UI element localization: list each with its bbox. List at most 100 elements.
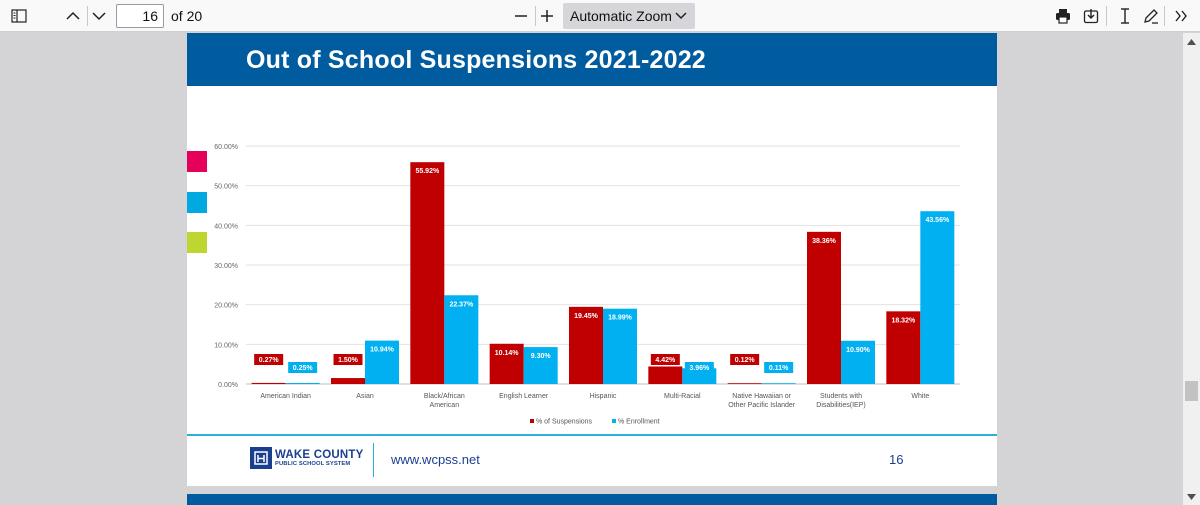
bar-suspensions xyxy=(331,378,365,384)
y-tick-label: 0.00% xyxy=(218,382,238,389)
document-viewer[interactable]: Out of School Suspensions 2021-2022 0.00… xyxy=(0,33,1200,505)
bar-suspensions xyxy=(807,231,841,384)
data-label: 1.50% xyxy=(338,357,359,364)
slide-page: Out of School Suspensions 2021-2022 0.00… xyxy=(187,33,997,486)
bar-suspensions xyxy=(648,366,683,384)
data-label: 43.56% xyxy=(925,217,950,224)
print-button[interactable] xyxy=(1050,4,1076,28)
x-category-label: American xyxy=(430,402,460,409)
legend-swatch xyxy=(612,419,616,423)
zoom-select[interactable]: Automatic Zoom xyxy=(563,3,695,29)
x-category-label: White xyxy=(911,393,929,400)
data-label: 18.32% xyxy=(891,317,916,324)
sidebar-toggle-icon[interactable] xyxy=(6,4,32,28)
next-slide-preview xyxy=(187,494,997,505)
legend-swatch xyxy=(530,419,534,423)
save-button[interactable] xyxy=(1078,4,1104,28)
footer-rule xyxy=(187,434,997,436)
toolbar-separator xyxy=(1106,6,1107,26)
toolbar-separator xyxy=(87,6,88,26)
zoom-in-button[interactable] xyxy=(534,4,560,28)
data-label: 0.25% xyxy=(293,365,314,372)
plus-icon xyxy=(540,9,554,23)
data-label-box xyxy=(333,354,363,365)
slide-title: Out of School Suspensions 2021-2022 xyxy=(246,46,706,74)
data-label: 10.14% xyxy=(495,350,520,357)
chevron-down-icon xyxy=(675,3,687,37)
y-tick-label: 20.00% xyxy=(214,303,238,310)
logo-line2: PUBLIC SCHOOL SYSTEM xyxy=(275,460,351,467)
data-label: 0.12% xyxy=(735,357,756,364)
data-label: 9.30% xyxy=(531,353,552,360)
suspensions-bar-chart: 0.00% 10.00% 20.00% 30.00% 40.00% 50.00% 60.00… xyxy=(214,144,960,426)
tools-menu-button[interactable] xyxy=(1168,4,1194,28)
y-tick-label: 50.00% xyxy=(214,184,238,191)
x-category-label: Native Hawaiian or xyxy=(732,393,791,400)
pen-icon xyxy=(1143,8,1159,24)
x-category-label: Disabilities(IEP) xyxy=(816,402,865,409)
page-number-input[interactable]: 16 xyxy=(116,4,164,28)
color-swatch xyxy=(187,151,207,172)
bar-suspensions xyxy=(727,383,762,384)
bar-suspensions xyxy=(489,343,524,384)
zoom-out-button[interactable] xyxy=(508,4,534,28)
wcpss-logo: WAKE COUNTY PUBLIC SCHOOL SYSTEM xyxy=(250,447,363,469)
x-category-label: Multi-Racial xyxy=(664,393,701,400)
footer-divider xyxy=(373,443,374,477)
x-category-label: Other Pacific Islander xyxy=(728,402,796,409)
y-tick-label: 10.00% xyxy=(214,342,238,349)
x-category-label: American Indian xyxy=(260,393,311,400)
slide-header: Out of School Suspensions 2021-2022 xyxy=(187,33,997,86)
data-label: 55.92% xyxy=(415,168,440,175)
text-tool-button[interactable] xyxy=(1112,4,1138,28)
school-building-icon xyxy=(250,447,272,469)
color-swatch xyxy=(187,232,207,253)
scroll-down-arrow-icon[interactable] xyxy=(1183,488,1200,505)
color-swatch xyxy=(187,192,207,213)
bar-enrollment xyxy=(523,347,558,384)
footer-url: www.wcpss.net xyxy=(391,452,480,467)
bar-suspensions xyxy=(569,306,603,384)
page-count-label: of 20 xyxy=(171,8,203,24)
scroll-thumb[interactable] xyxy=(1185,381,1198,401)
chevron-down-icon xyxy=(92,11,106,21)
bar-suspensions xyxy=(251,382,286,384)
data-label-box xyxy=(684,362,714,373)
pdf-toolbar: 16 of 20 Automatic Zoom xyxy=(0,0,1200,32)
logo-line1: WAKE COUNTY xyxy=(275,448,364,461)
zoom-select-label: Automatic Zoom xyxy=(570,8,672,24)
x-category-label: Black/African xyxy=(424,393,465,400)
print-icon xyxy=(1055,8,1071,24)
vertical-scrollbar[interactable] xyxy=(1183,33,1200,505)
bar-enrollment xyxy=(841,340,875,384)
bar-enrollment xyxy=(761,383,796,384)
bar-suspensions xyxy=(410,162,445,384)
bar-enrollment xyxy=(365,340,399,384)
previous-page-button[interactable] xyxy=(60,4,86,28)
double-chevron-right-icon xyxy=(1174,10,1188,22)
legend-label: % Enrollment xyxy=(618,419,660,426)
y-tick-label: 40.00% xyxy=(214,223,238,230)
data-label: 38.36% xyxy=(812,238,837,245)
data-label-box xyxy=(288,362,318,373)
data-label: 0.27% xyxy=(259,357,280,364)
data-label: 18.99% xyxy=(608,315,633,322)
data-label-box xyxy=(764,362,794,373)
scroll-up-arrow-icon[interactable] xyxy=(1183,33,1200,50)
y-tick-label: 30.00% xyxy=(214,263,238,270)
data-label: 10.90% xyxy=(846,347,871,354)
data-label-box xyxy=(254,354,284,365)
x-category-label: Asian xyxy=(356,393,374,400)
data-label-box xyxy=(730,354,760,365)
toolbar-separator xyxy=(535,6,536,26)
draw-tool-button[interactable] xyxy=(1138,4,1164,28)
chevron-up-icon xyxy=(66,11,80,21)
bar-enrollment xyxy=(603,308,637,384)
minus-icon xyxy=(514,9,528,23)
next-page-button[interactable] xyxy=(86,4,112,28)
bar-enrollment xyxy=(285,383,320,384)
x-category-label: English Learner xyxy=(499,393,549,400)
data-label: 3.96% xyxy=(689,365,710,372)
legend-label: % of Suspensions xyxy=(536,419,593,426)
bar-enrollment xyxy=(444,295,479,384)
